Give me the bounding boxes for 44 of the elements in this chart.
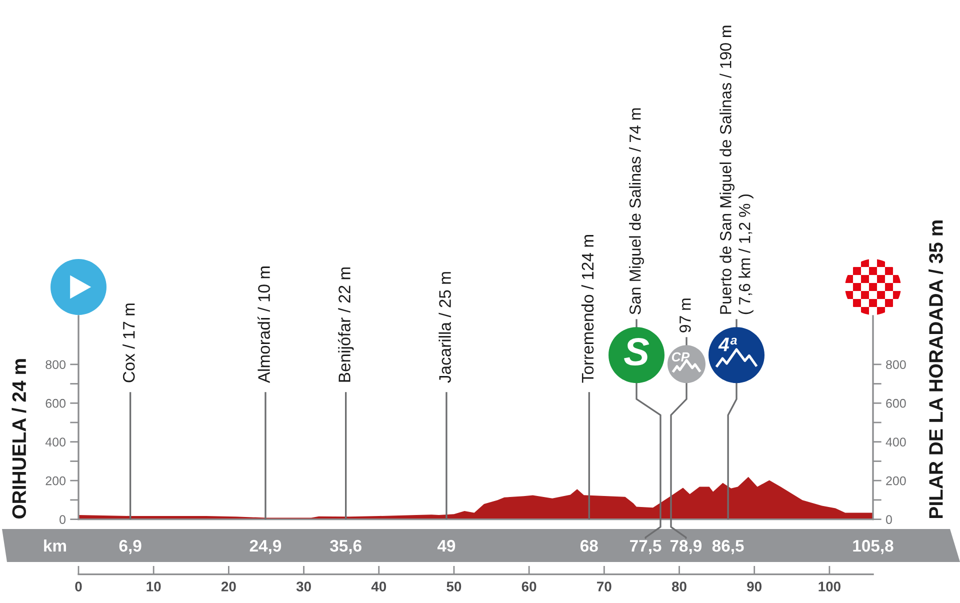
x2-tick-label: 35,6 [330,540,362,554]
ref-line-label: 97 m [679,298,691,332]
x-tick-label: 90 [747,582,762,592]
y2-tick-label: 200 [886,476,906,486]
y-tick-label: 0 [60,515,66,524]
y-tick-label: 200 [46,476,66,486]
y-tick-label: 800 [46,360,66,370]
x-tick-label: 70 [597,582,612,592]
x-tick-label: 60 [522,582,536,592]
y-axis-title: ORIHUELA / 24 m [12,359,26,518]
x-tick-label: 20 [221,582,236,592]
x2-tick-label: 6,9 [119,540,142,554]
y2-axis-title: PILAR DE LA HORADADA / 35 m [928,220,944,518]
x-tick-label: 10 [146,582,161,592]
x2-tick-label: 24,9 [250,540,282,554]
annotation: 4ª [718,338,737,352]
y2-tick-label: 0 [886,515,892,524]
x2-axis-title: km [44,539,66,552]
x2-tick-label: 49 [437,540,456,552]
y2-tick-label: 800 [886,360,906,370]
x-tick-label: 80 [672,582,686,592]
x-tick-label: 40 [371,582,386,592]
y-tick-label: 600 [46,398,66,408]
ref-line-label: Almoradí / 10 m [258,266,270,384]
ref-line-label: Jacarilla / 25 m [438,272,451,383]
ref-line-label: San Miguel de Salinas / 74 m [629,108,644,314]
y2-tick-label: 400 [886,438,906,447]
ref-line-label: Puerto de San Miguel de Salinas / 190 m ( 7,6 km / 1,2 % ) [720,26,754,314]
annotation: 77,5 [630,540,662,554]
x-tick-label: 100 [818,582,840,592]
ref-line-label: Benijófar / 22 m [338,267,354,382]
x2-tick-label: 68 [580,540,598,552]
x-tick-label: 0 [75,582,82,592]
y2-tick-label: 600 [886,398,906,408]
ref-line-label: Cox / 17 m [122,304,135,382]
x-tick-label: 50 [446,582,462,592]
annotation: S [624,338,650,366]
x2-tick-label: 86,5 [712,540,744,554]
annotation: 78,9 [670,540,702,554]
annotation: CP [672,352,690,362]
x-tick-label: 30 [296,582,311,592]
y-tick-label: 400 [45,438,66,447]
ref-line-label: Torremendo / 124 m [581,235,594,383]
x2-tick-label: 105,8 [853,540,894,554]
